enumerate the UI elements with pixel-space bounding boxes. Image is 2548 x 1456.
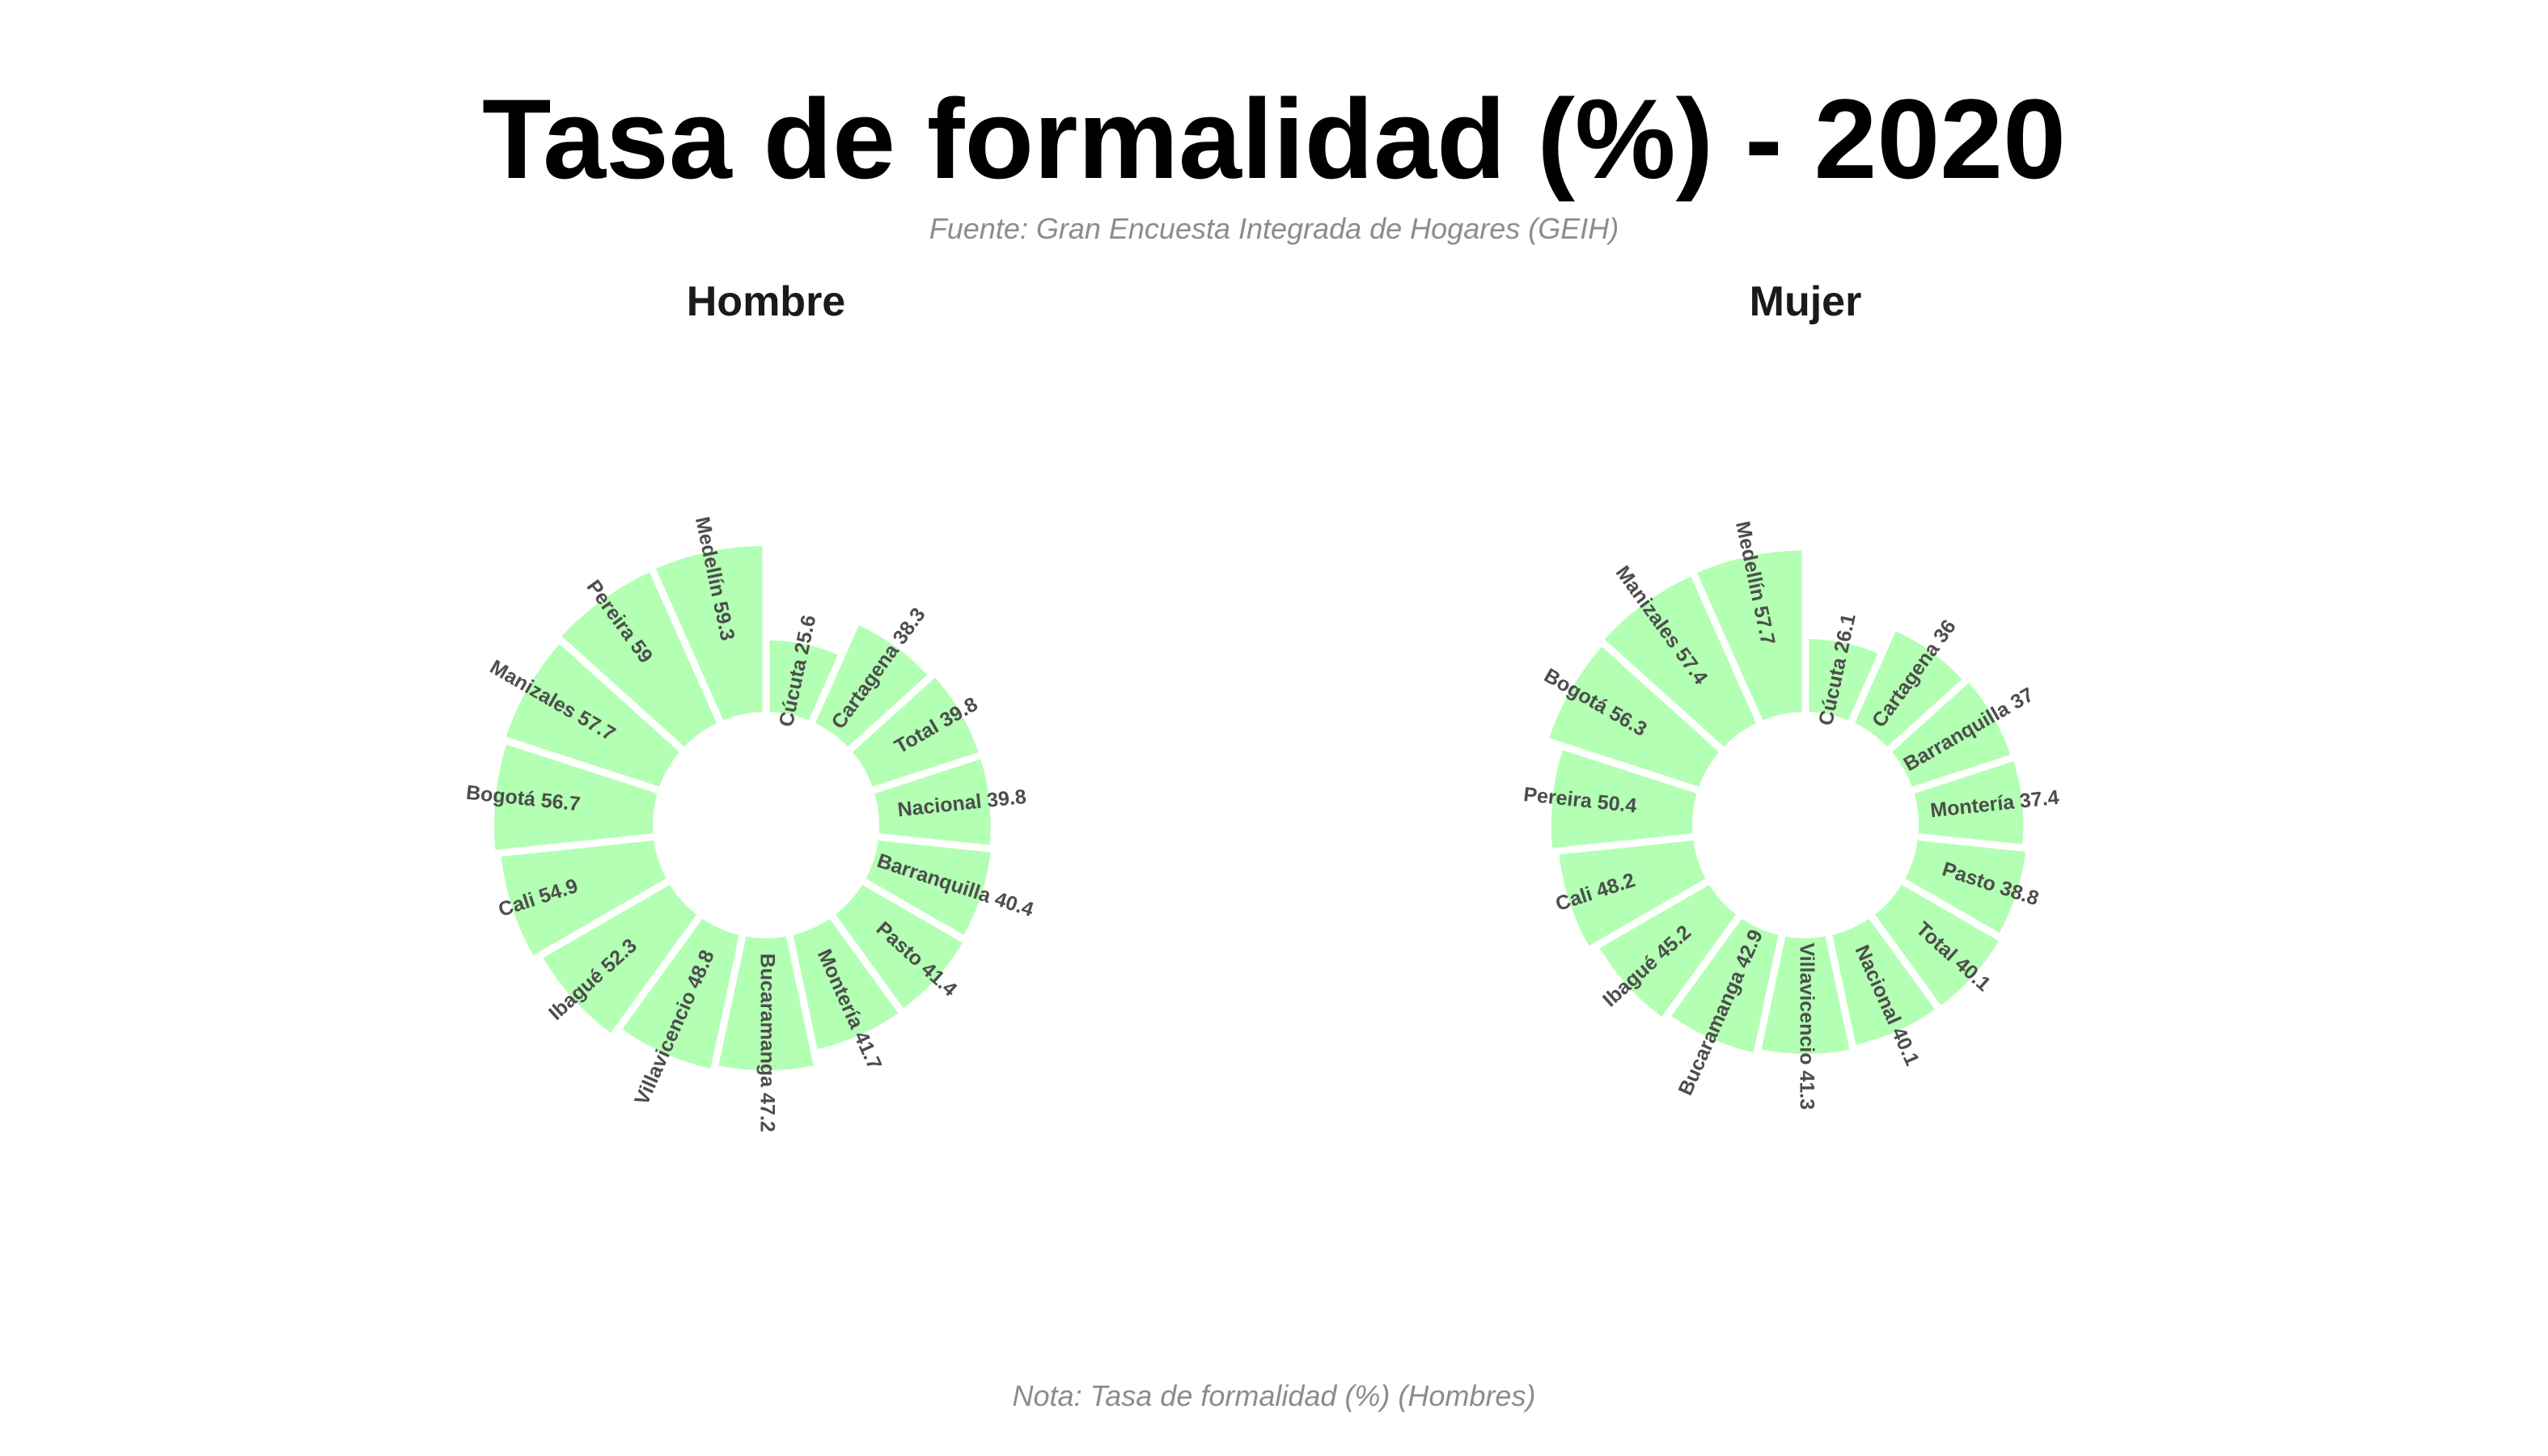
chart-caption: Nota: Tasa de formalidad (%) (Hombres) bbox=[1013, 1379, 1536, 1412]
bar-barranquilla bbox=[866, 840, 991, 935]
bar-ibague bbox=[543, 884, 697, 1033]
bar-cali bbox=[1559, 840, 1706, 946]
panel-title-mujer: Mujer bbox=[1750, 278, 1862, 325]
bar-cucuta bbox=[1809, 638, 1878, 721]
chart-title: Tasa de formalidad (%) - 2020 bbox=[482, 75, 2066, 202]
bar-manizales bbox=[1604, 576, 1756, 747]
bars-hombre bbox=[493, 546, 991, 1071]
bar-cali bbox=[501, 840, 667, 955]
bar-bogota bbox=[1549, 646, 1719, 787]
bar-pasto bbox=[1905, 840, 2026, 933]
panel-mujer: Mujer Cúcuta 26.1 Cartagena 36Barranquill… bbox=[1522, 278, 2060, 1110]
bar-cucuta bbox=[769, 640, 838, 721]
bar-villavicencio bbox=[622, 918, 739, 1069]
bar-nacional bbox=[1832, 918, 1936, 1045]
bar-total bbox=[1874, 884, 2000, 1005]
bar-medellin bbox=[655, 546, 763, 721]
bar-manizales bbox=[506, 644, 679, 787]
bar-monteria bbox=[793, 918, 899, 1049]
bar-pereira bbox=[561, 572, 717, 747]
bar-pereira bbox=[1551, 750, 1697, 849]
bar-medellin bbox=[1697, 550, 1802, 721]
bar-ibague bbox=[1599, 884, 1737, 1017]
bar-pasto bbox=[835, 884, 963, 1009]
bars-mujer bbox=[1549, 550, 2026, 1054]
chart-subtitle: Fuente: Gran Encuesta Integrada de Hogar… bbox=[929, 212, 1619, 245]
bar-bogota bbox=[493, 744, 658, 850]
bar-label-bucaramanga: Bucaramanga 47.2 bbox=[756, 954, 778, 1132]
panel-title-hombre: Hombre bbox=[687, 278, 845, 325]
bar-monteria bbox=[1914, 761, 2024, 844]
bar-label-villavicencio: Villavicencio 41.3 bbox=[1795, 942, 1818, 1110]
bar-barranquilla bbox=[1892, 683, 2011, 787]
bar-villavicencio bbox=[1761, 936, 1850, 1054]
bar-cartagena bbox=[1855, 631, 1962, 747]
bar-bucaramanga bbox=[1671, 918, 1779, 1053]
bar-cartagena bbox=[815, 625, 928, 747]
bar-bucaramanga bbox=[718, 936, 814, 1071]
bar-total bbox=[853, 677, 979, 787]
bar-nacional bbox=[874, 759, 991, 845]
